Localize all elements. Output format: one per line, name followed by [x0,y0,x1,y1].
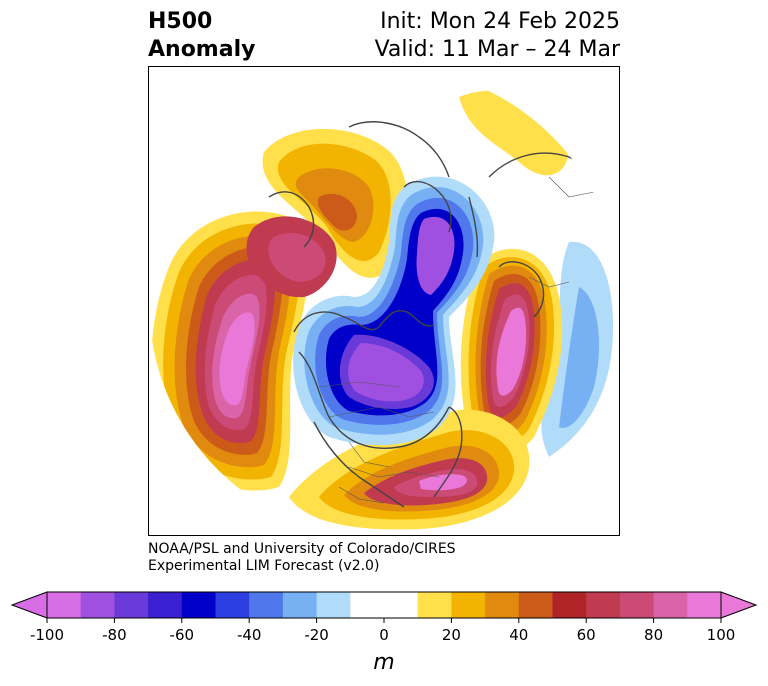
title-left: H500 Anomaly [148,8,255,64]
colorbar-swatch [451,592,486,618]
positive-anomaly-north-pacific [151,211,309,491]
negative-anomaly-europe [541,241,614,457]
anomaly-map [148,66,620,536]
title-right: Init: Mon 24 Feb 2025 Valid: 11 Mar – 24… [375,8,620,64]
colorbar-swatch [148,592,183,618]
colorbar-unit-label: m [373,650,395,675]
colorbar-tick-label: -60 [170,626,195,644]
title-field-type: Anomaly [148,37,256,62]
title-field-name: H500 [148,9,213,34]
colorbar-swatch [687,592,722,618]
colorbar-extend-low [10,591,48,619]
colorbar-swatch [282,592,318,618]
positive-anomaly-alaska [262,128,408,278]
colorbar-tick-label: 40 [509,626,528,644]
colorbar-swatch [80,592,115,618]
colorbar-tick-label: -80 [102,626,127,644]
colorbar-swatch [417,592,452,618]
colorbar-swatch [316,592,351,618]
colorbar-extend-high [720,591,758,619]
colorbar-tick-label: 80 [644,626,663,644]
colorbar-swatch [518,592,553,618]
colorbar-tick-label: 20 [442,626,461,644]
positive-anomaly-eastern-us [289,409,530,530]
init-date: Init: Mon 24 Feb 2025 [380,9,620,34]
credit-text: NOAA/PSL and University of Colorado/CIRE… [148,541,456,575]
colorbar-swatch [181,592,216,618]
colorbar-swatch [384,592,419,618]
colorbar-tick-label: -100 [30,626,64,644]
positive-anomaly-north-atlantic [460,248,563,458]
colorbar-tick-label: -40 [237,626,262,644]
colorbar-swatch [350,592,385,618]
colorbar-tick-label: -20 [304,626,329,644]
credit-line-2: Experimental LIM Forecast (v2.0) [148,558,380,574]
colorbar-swatch [552,592,587,618]
colorbar-swatch [485,592,520,618]
positive-anomaly-western-canada [246,216,337,298]
colorbar-swatch [619,592,655,618]
colorbar-swatch [114,592,149,618]
valid-range: Valid: 11 Mar – 24 Mar [374,37,620,62]
colorbar-tick-label: 60 [577,626,596,644]
colorbar-tick-label: 0 [379,626,389,644]
positive-anomaly-siberia [459,90,569,176]
colorbar-swatch [586,592,621,618]
colorbar-swatch [215,592,250,618]
map-canvas [151,86,614,530]
colorbar-swatch [249,592,284,618]
credit-line-1: NOAA/PSL and University of Colorado/CIRE… [148,541,456,557]
colorbar: -100 -80 -60 -40 -20 0 20 40 60 80 100 [10,591,758,644]
colorbar-swatch [47,592,82,618]
colorbar-swatch [653,592,688,618]
colorbar-tick-label: 100 [707,626,736,644]
